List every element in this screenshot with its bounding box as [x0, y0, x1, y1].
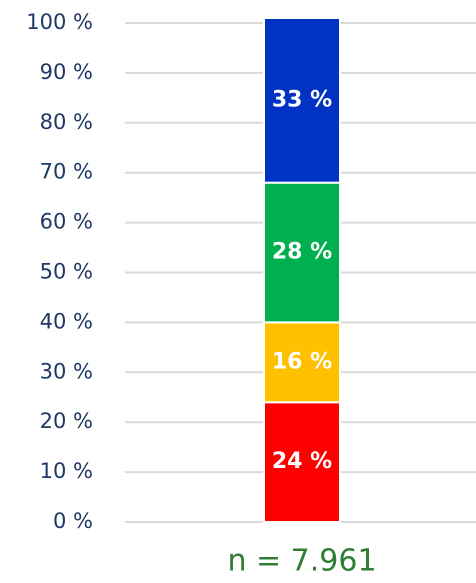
y-tick-label: 100 %: [26, 10, 93, 34]
y-tick-label: 30 %: [40, 359, 93, 383]
data-label: 16 %: [272, 349, 332, 374]
bar-segment: [263, 17, 341, 184]
bar-segment: [263, 181, 341, 324]
bar-segment: [263, 401, 341, 523]
y-tick-label: 90 %: [40, 60, 93, 84]
y-tick-label: 60 %: [40, 210, 93, 234]
bar-segment: [263, 321, 341, 404]
y-tick-label: 50 %: [40, 260, 93, 284]
y-tick-label: 40 %: [40, 309, 93, 333]
data-label: 28 %: [272, 240, 332, 265]
y-tick-label: 10 %: [40, 459, 93, 483]
y-tick-label: 20 %: [40, 409, 93, 433]
y-tick-label: 80 %: [40, 110, 93, 134]
data-label: 24 %: [272, 449, 332, 474]
x-tick-label: n = 7.961: [227, 544, 376, 579]
data-label: 33 %: [272, 87, 332, 112]
y-tick-label: 0 %: [53, 509, 93, 533]
y-tick-label: 70 %: [40, 160, 93, 184]
